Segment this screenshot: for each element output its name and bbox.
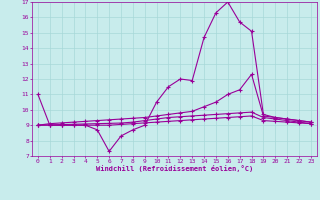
X-axis label: Windchill (Refroidissement éolien,°C): Windchill (Refroidissement éolien,°C) — [96, 165, 253, 172]
